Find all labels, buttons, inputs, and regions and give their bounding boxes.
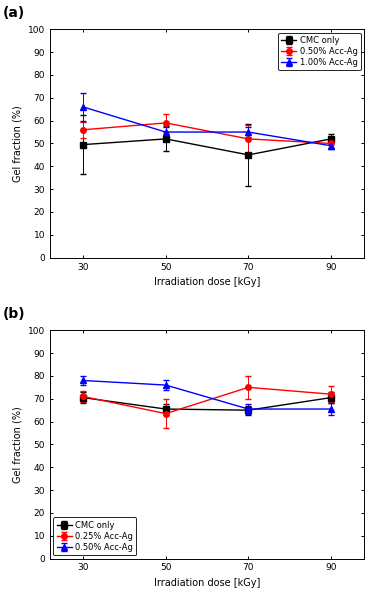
- Text: (b): (b): [3, 307, 26, 321]
- Legend: CMC only, 0.50% Acc-Ag, 1.00% Acc-Ag: CMC only, 0.50% Acc-Ag, 1.00% Acc-Ag: [278, 33, 361, 70]
- X-axis label: Irradiation dose [kGy]: Irradiation dose [kGy]: [154, 277, 260, 287]
- Y-axis label: Gel fraction (%): Gel fraction (%): [12, 406, 22, 483]
- Text: (a): (a): [3, 6, 25, 20]
- Legend: CMC only, 0.25% Acc-Ag, 0.50% Acc-Ag: CMC only, 0.25% Acc-Ag, 0.50% Acc-Ag: [53, 518, 136, 555]
- Y-axis label: Gel fraction (%): Gel fraction (%): [12, 105, 22, 182]
- X-axis label: Irradiation dose [kGy]: Irradiation dose [kGy]: [154, 578, 260, 588]
